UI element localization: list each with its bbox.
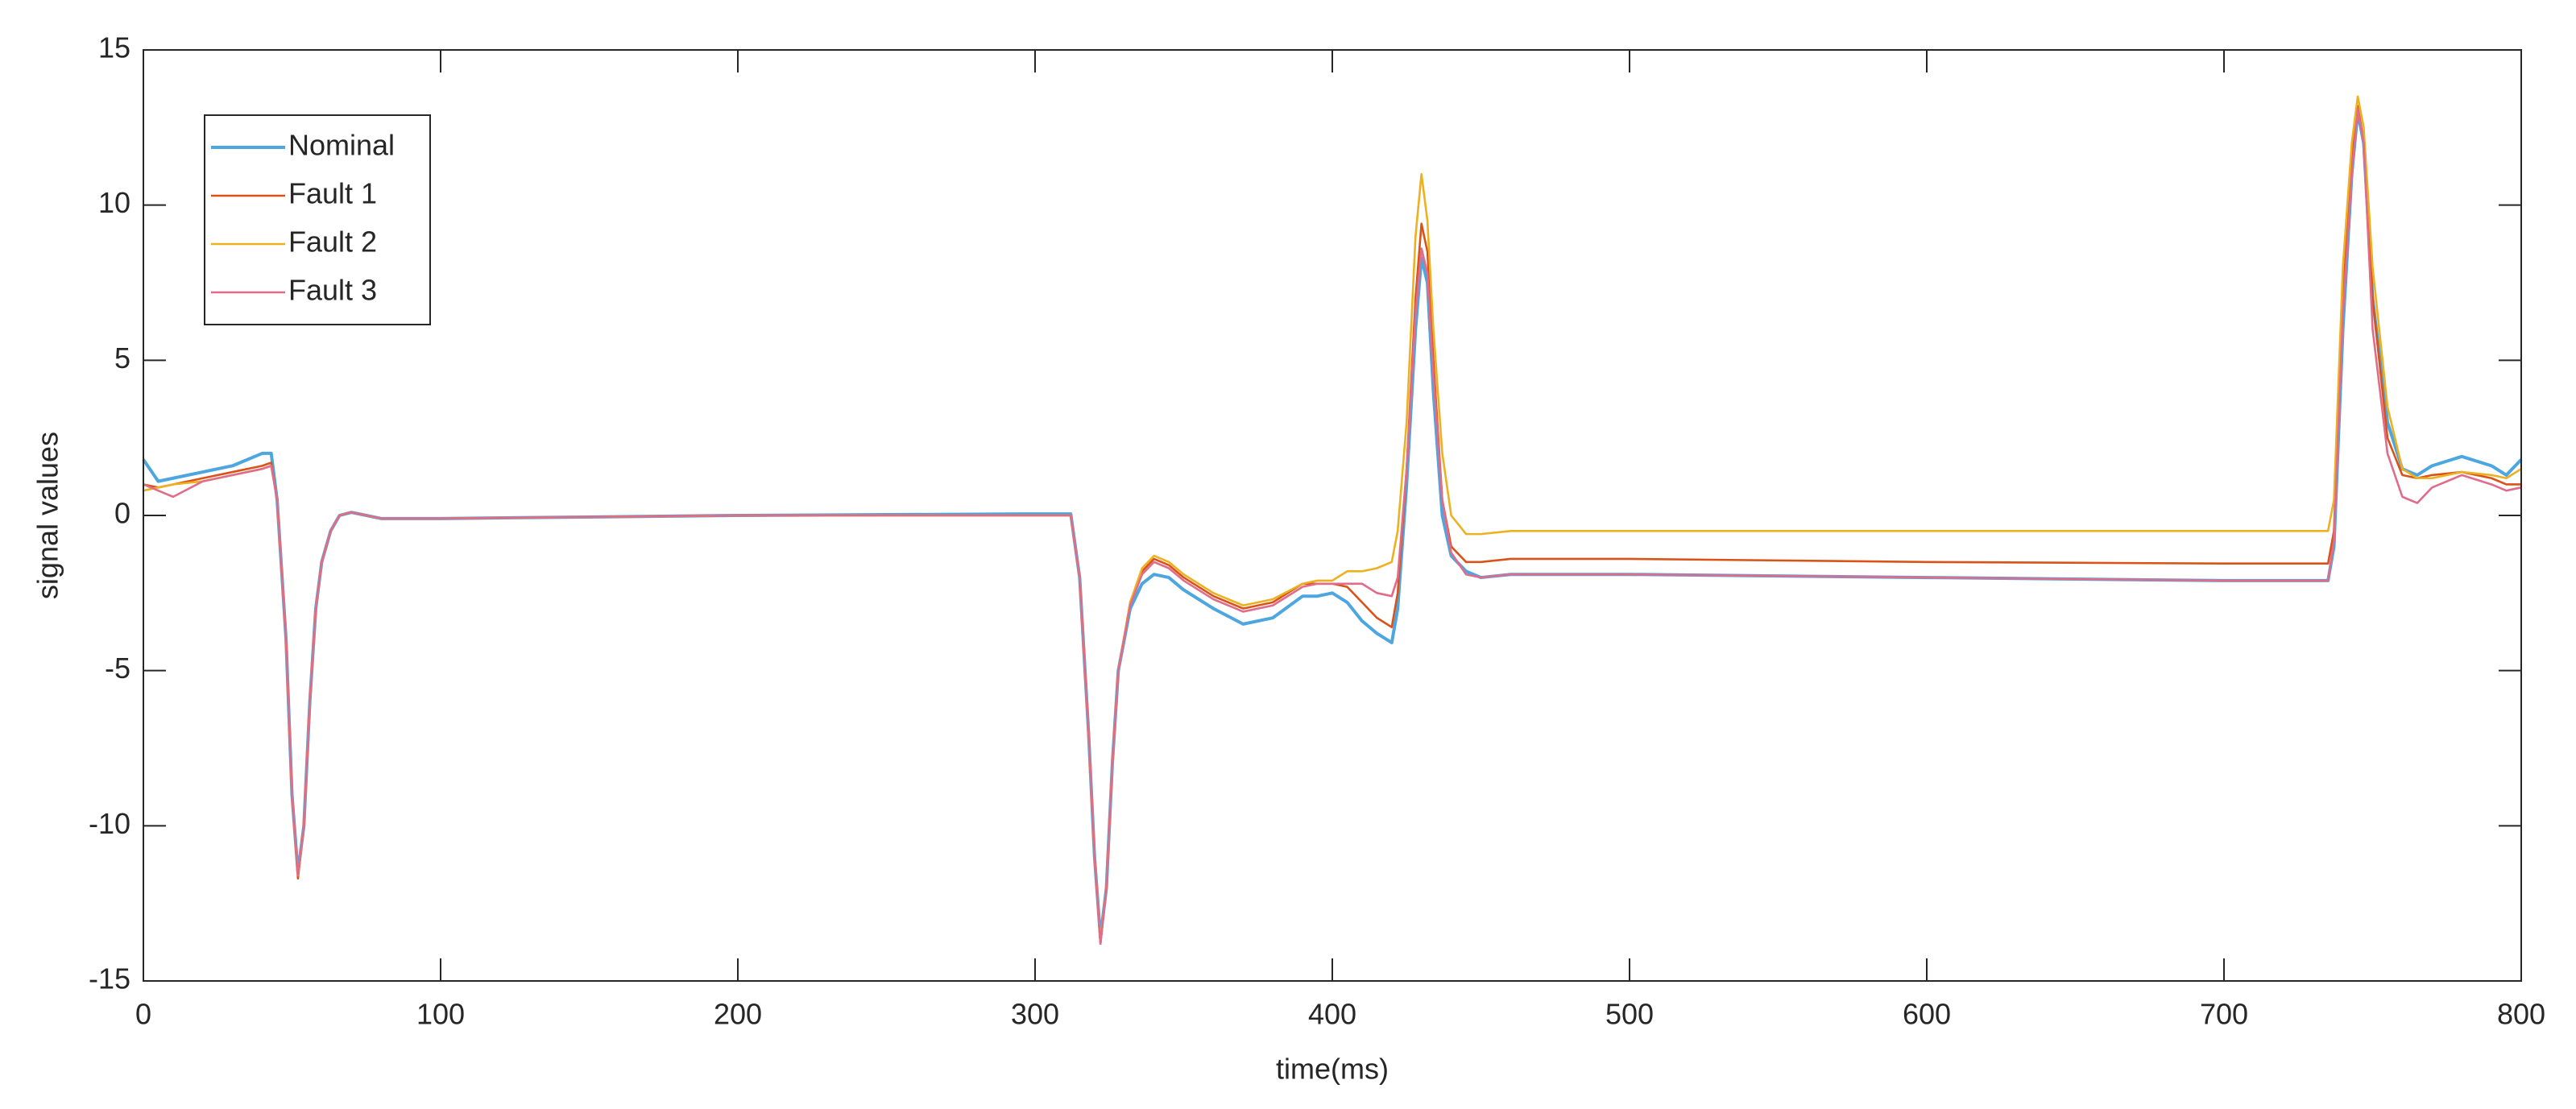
legend-label: Fault 2	[288, 226, 377, 259]
series-line	[143, 107, 2522, 946]
y-tick-label: -10	[89, 807, 130, 840]
x-tick-label: 700	[2200, 998, 2248, 1031]
legend-label: Fault 1	[288, 177, 377, 210]
axes-box	[143, 49, 2522, 982]
y-tick-label: 10	[98, 186, 130, 219]
y-tick-label: -15	[89, 962, 130, 995]
x-tick-label: 800	[2497, 998, 2545, 1031]
x-tick-label: 600	[1903, 998, 1951, 1031]
y-tick-label: -5	[105, 652, 130, 685]
legend-label: Nominal	[288, 129, 395, 162]
x-axis-label: time(ms)	[1276, 1053, 1389, 1086]
y-tick-label: 0	[114, 497, 130, 530]
x-tick-label: 300	[1011, 998, 1059, 1031]
legend-label: Fault 3	[288, 274, 377, 307]
x-tick-label: 100	[416, 998, 465, 1031]
x-tick-label: 0	[135, 998, 151, 1031]
plot-area	[143, 50, 2521, 981]
x-tick-label: 400	[1308, 998, 1356, 1031]
x-tick-label: 500	[1605, 998, 1654, 1031]
y-tick-label: 5	[114, 341, 130, 374]
x-tick-label: 200	[714, 998, 762, 1031]
y-tick-label: 15	[98, 31, 130, 64]
y-axis-label: signal values	[31, 432, 64, 599]
legend-box	[204, 114, 431, 325]
